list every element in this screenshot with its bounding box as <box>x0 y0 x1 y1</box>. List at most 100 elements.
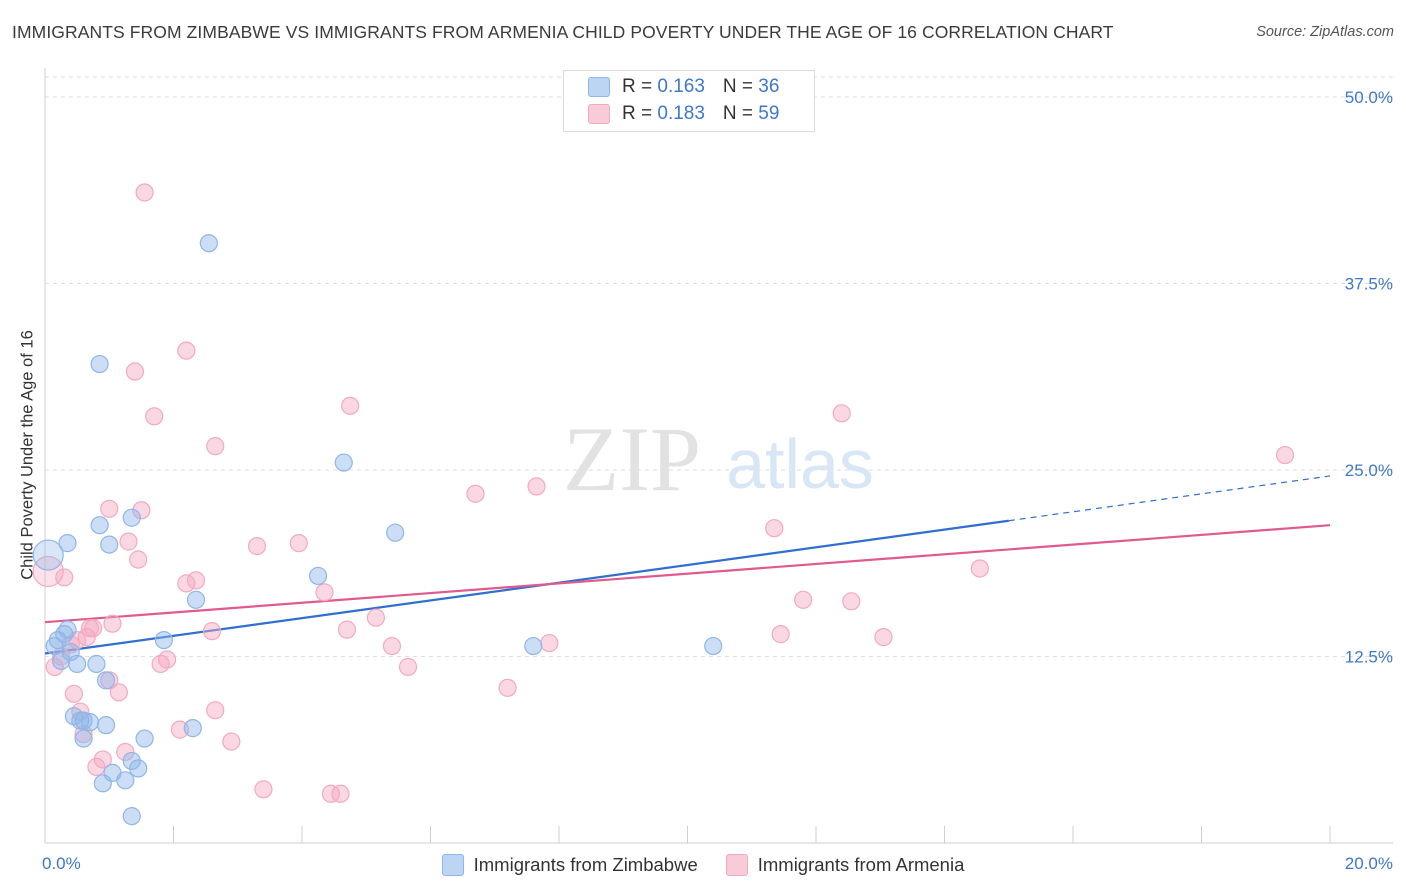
point-armenia <box>540 633 559 653</box>
y-tick-label: 12.5% <box>1345 648 1393 667</box>
point-armenia <box>125 362 145 381</box>
point-zimbabwe <box>96 671 116 690</box>
gridlines <box>45 76 1393 657</box>
point-armenia <box>382 636 402 656</box>
point-armenia <box>119 532 138 551</box>
legend-r-value: 0.183 <box>657 103 705 124</box>
trend-line-zimbabwe <box>44 519 1009 655</box>
y-tick-label: 50.0% <box>1345 88 1393 107</box>
point-armenia <box>87 757 106 777</box>
legend-r-value: 0.163 <box>657 76 705 97</box>
point-armenia <box>337 620 357 639</box>
point-armenia <box>315 583 334 602</box>
point-zimbabwe <box>116 771 135 790</box>
watermark: ZIP atlas <box>563 408 874 510</box>
y-tick-label: 25.0% <box>1345 461 1393 480</box>
point-armenia <box>206 437 225 456</box>
trend-line-armenia <box>44 524 1331 624</box>
legend-n-value: 36 <box>758 76 780 97</box>
point-armenia <box>341 396 360 415</box>
trend-lines <box>44 475 1331 655</box>
point-armenia <box>970 559 989 578</box>
point-armenia <box>103 614 122 633</box>
legend-n-value: 59 <box>758 103 780 124</box>
point-zimbabwe <box>80 713 100 732</box>
point-armenia <box>177 341 196 360</box>
x-tick-label: 20.0% <box>1345 854 1393 873</box>
point-zimbabwe <box>308 566 328 586</box>
point-armenia <box>116 742 135 762</box>
legend-n-label: N = <box>722 76 759 97</box>
point-zimbabwe <box>122 508 141 527</box>
point-zimbabwe <box>58 534 77 553</box>
point-armenia <box>498 678 517 697</box>
point-armenia <box>93 750 112 769</box>
point-armenia <box>765 519 784 538</box>
point-zimbabwe <box>122 751 141 771</box>
point-armenia <box>247 536 267 556</box>
point-armenia <box>135 183 154 202</box>
point-zimbabwe <box>183 719 202 738</box>
point-zimbabwe <box>199 234 218 253</box>
point-armenia <box>331 784 350 803</box>
point-zimbabwe <box>186 590 206 609</box>
point-zimbabwe <box>704 636 723 656</box>
legend-label-armenia: Immigrants from Armenia <box>757 854 965 875</box>
axes <box>44 68 1393 844</box>
point-zimbabwe <box>68 654 87 674</box>
point-armenia <box>321 784 341 803</box>
chart-title: IMMIGRANTS FROM ZIMBABWE VS IMMIGRANTS F… <box>12 22 1114 42</box>
point-zimbabwe <box>74 729 93 748</box>
point-armenia <box>254 780 273 799</box>
legend-row-zimbabwe: R = 0.163 N = 36 <box>588 75 779 99</box>
point-armenia <box>145 407 164 426</box>
point-zimbabwe <box>334 453 353 472</box>
data-points <box>32 183 1295 826</box>
legend-row-armenia: R = 0.183 N = 59 <box>588 102 779 126</box>
point-zimbabwe <box>87 654 106 674</box>
point-armenia <box>186 571 206 590</box>
point-zimbabwe <box>524 636 543 656</box>
point-armenia <box>222 732 241 751</box>
legend-item-zimbabwe[interactable]: Immigrants from Zimbabwe <box>441 854 698 876</box>
y-tick-label: 37.5% <box>1345 275 1393 294</box>
legend-swatch-armenia <box>725 854 748 876</box>
point-armenia <box>132 501 151 520</box>
stats-legend: R = 0.163 N = 36 R = 0.183 N = 59 <box>563 70 815 132</box>
point-armenia <box>289 534 308 553</box>
point-armenia <box>366 608 385 627</box>
point-armenia <box>109 683 128 702</box>
legend-item-armenia[interactable]: Immigrants from Armenia <box>725 854 965 876</box>
point-armenia <box>202 622 222 641</box>
point-armenia <box>466 484 485 503</box>
legend-n-label: N = <box>722 103 759 124</box>
source-label: Source: ZipAtlas.com <box>1256 24 1394 40</box>
point-zimbabwe <box>32 539 64 571</box>
trend-line-zimbabwe-extension <box>1008 475 1331 522</box>
point-zimbabwe <box>74 711 93 730</box>
point-zimbabwe <box>386 523 405 542</box>
point-zimbabwe <box>122 807 141 826</box>
point-armenia <box>794 590 813 609</box>
x-tick-label: 0.0% <box>42 854 81 873</box>
point-zimbabwe <box>90 354 109 374</box>
point-armenia <box>842 592 861 611</box>
point-zimbabwe <box>135 729 154 748</box>
point-zimbabwe <box>96 716 116 735</box>
point-zimbabwe <box>58 620 77 639</box>
point-zimbabwe <box>154 630 173 650</box>
point-zimbabwe <box>90 516 109 535</box>
point-armenia <box>206 701 225 720</box>
legend-r-label: R = <box>622 103 658 124</box>
tick-labels: 12.5% 25.0% 37.5% 50.0% 0.0% 20.0% <box>42 88 1393 873</box>
point-armenia <box>398 657 418 677</box>
legend-label-zimbabwe: Immigrants from Zimbabwe <box>473 854 698 875</box>
point-armenia <box>157 650 177 669</box>
point-armenia <box>64 684 84 703</box>
point-armenia <box>84 619 103 638</box>
watermark-atlas: atlas <box>726 425 874 503</box>
point-zimbabwe <box>100 535 119 554</box>
point-armenia <box>832 404 851 423</box>
point-armenia <box>771 625 790 644</box>
